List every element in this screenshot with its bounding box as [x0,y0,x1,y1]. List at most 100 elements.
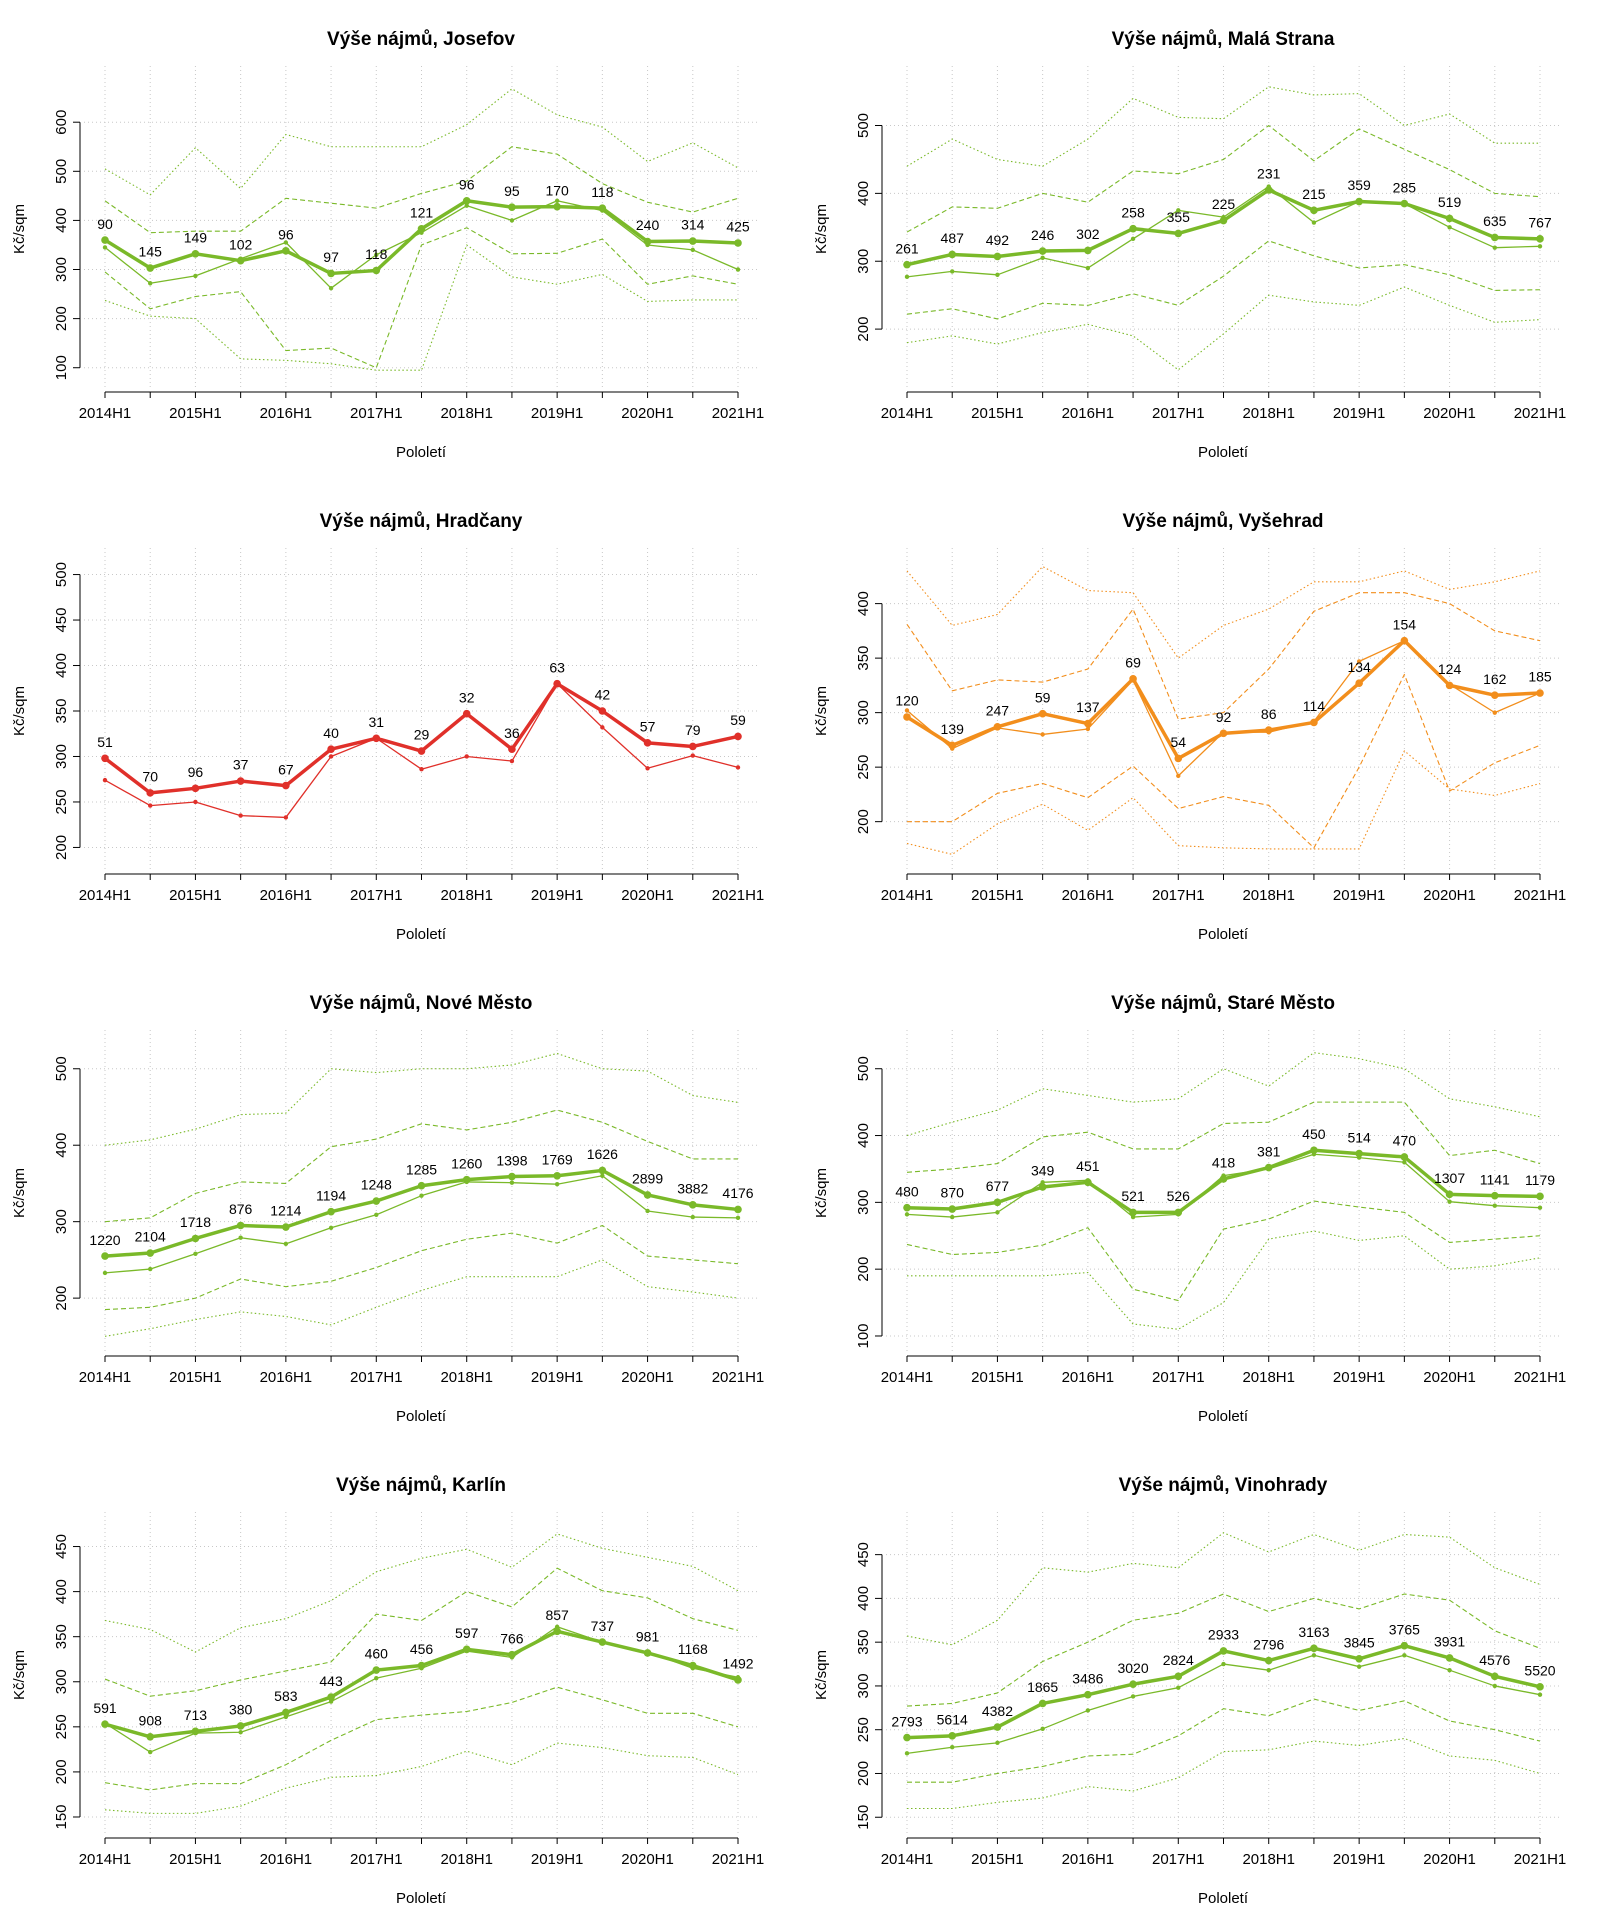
data-point [1129,224,1137,233]
data-point [1537,1692,1543,1697]
x-axis-label: Pololetí [1198,444,1249,461]
data-point [1355,1149,1363,1158]
series-line [104,1686,739,1791]
y-tick-label: 100 [53,355,70,380]
chart-panel: Výše nájmů, Josefov Pololetí Kč/sqm 100 200 3… [11,29,764,461]
data-point [508,1650,516,1659]
data-point [1038,247,1047,255]
point-label: 59 [730,712,746,728]
y-tick-label: 350 [855,1630,872,1655]
data-point [643,1649,652,1657]
data-point [101,754,109,763]
y-tick-label: 400 [855,591,872,616]
data-point [1264,1163,1273,1172]
data-point [1310,206,1318,215]
data-point [1490,691,1499,699]
point-label: 79 [685,722,701,738]
data-point [193,273,198,279]
chart-panel: Výše nájmů, Hradčany Pololetí Kč/sqm 200 250… [11,511,764,943]
x-tick-label: 2014H1 [881,405,934,422]
data-point [509,758,515,764]
chart-title: Výše nájmů, Josefov [327,29,515,50]
data-point [1219,216,1228,225]
data-point [1490,1191,1499,1200]
point-label: 37 [233,757,249,773]
data-point [995,1210,1000,1215]
y-tick-label: 450 [53,1534,70,1559]
series-line [906,1532,1541,1646]
series-line [906,750,1541,855]
data-point [690,247,695,253]
data-point [1400,1641,1409,1650]
chart-panel: Výše nájmů, Staré Město Pololetí Kč/sqm 100… [813,993,1566,1425]
data-point [1038,1699,1047,1708]
data-point [236,1722,245,1730]
data-point [508,203,516,211]
x-tick-label: 2018H1 [1242,887,1295,904]
x-tick-label: 2021H1 [712,1851,765,1868]
point-label: 57 [640,719,656,735]
data-point [598,1166,607,1175]
chart-title: Výše nájmů, Karlín [336,1475,506,1496]
y-axis-label: Kč/sqm [11,686,28,736]
data-point [1084,719,1092,728]
data-point [995,272,1000,278]
data-point [374,1675,379,1681]
x-tick-label: 2014H1 [79,1369,132,1386]
y-tick-label: 400 [53,208,70,233]
x-tick-label: 2018H1 [1242,1369,1295,1386]
point-label: 1285 [406,1161,437,1177]
point-label: 2104 [135,1229,166,1245]
point-label: 418 [1212,1155,1236,1171]
y-axis-label: Kč/sqm [813,686,830,736]
x-axis-label: Pololetí [396,1890,447,1907]
point-label: 1718 [180,1214,211,1230]
chart-panel: Výše nájmů, Nové Město Pololetí Kč/sqm 200 3… [11,993,764,1425]
x-tick-label: 2016H1 [260,405,313,422]
point-label: 5520 [1524,1663,1555,1679]
data-point [236,777,245,785]
y-axis-label: Kč/sqm [813,1168,830,1218]
data-point [554,198,560,203]
point-label: 1865 [1027,1679,1058,1695]
point-label: 1307 [1434,1170,1465,1186]
data-point [734,1205,742,1214]
data-point [328,285,334,291]
point-label: 1220 [89,1232,120,1248]
data-point [327,1207,335,1216]
series-line [104,146,739,234]
point-label: 1194 [316,1187,346,1203]
data-point [735,267,741,272]
data-point [328,754,334,759]
series-line [906,565,1541,659]
data-point [904,708,910,713]
point-label: 42 [595,687,611,703]
y-tick-label: 300 [53,1209,70,1234]
chart-panel: Výše nájmů, Vyšehrad Pololetí Kč/sqm 200 250… [813,511,1566,943]
data-point [1402,1160,1407,1165]
data-point [417,1661,426,1670]
data-point [1174,1672,1183,1681]
y-tick-label: 200 [53,835,70,860]
data-point [688,742,697,751]
x-tick-label: 2014H1 [881,1851,934,1868]
data-point [1084,1690,1092,1699]
data-point [1537,1205,1543,1210]
data-point [1085,726,1091,732]
data-point [328,1225,334,1230]
data-point [374,252,379,257]
data-point [1264,726,1273,734]
point-label: 359 [1347,177,1371,193]
y-tick-label: 600 [53,110,70,135]
point-label: 981 [636,1629,660,1645]
point-label: 1492 [722,1656,753,1672]
point-label: 59 [1035,689,1051,705]
data-point [1084,1178,1092,1187]
y-tick-label: 400 [53,1579,70,1604]
point-label: 514 [1347,1129,1371,1145]
y-tick-label: 450 [855,1542,872,1567]
data-point [509,218,515,223]
x-tick-label: 2016H1 [1062,405,1115,422]
point-label: 121 [410,204,434,220]
